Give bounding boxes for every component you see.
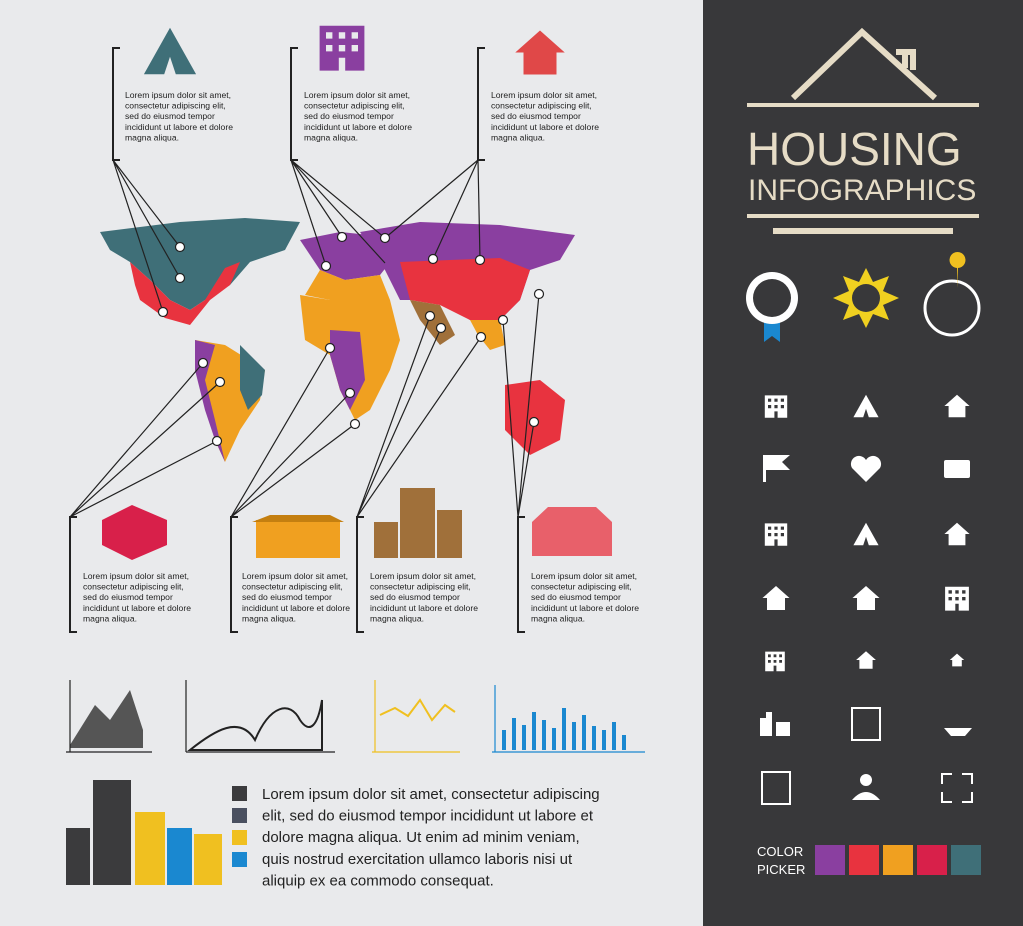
callout-text: sed do eiusmod tempor (242, 592, 332, 602)
callout-text: incididunt ut labore et dolore (125, 122, 233, 132)
paragraph-text: Lorem ipsum dolor sit amet, consectetur … (262, 786, 600, 803)
legend-squares (232, 786, 247, 867)
text-layer: Lorem ipsum dolor sit amet,consectetur a… (83, 90, 639, 889)
title-line: HOUSING (747, 123, 962, 175)
rule (747, 103, 979, 107)
icon-grid (760, 394, 973, 805)
callout-text: sed do eiusmod tempor (304, 111, 394, 121)
callout-text: magna aliqua. (370, 613, 424, 623)
callout-text: Lorem ipsum dolor sit amet, (83, 571, 189, 581)
callout-text: magna aliqua. (491, 132, 545, 142)
roof-logo (790, 27, 938, 101)
rule (773, 228, 953, 234)
world-map (100, 218, 575, 462)
callout-text: incididunt ut labore et dolore (370, 603, 478, 613)
paragraph-text: elit, sed do eiusmod tempor incididunt u… (262, 808, 594, 825)
title-line: INFOGRAPHICS (748, 174, 976, 207)
bottom-icons (102, 488, 612, 560)
callout-text: magna aliqua. (242, 613, 296, 623)
paragraph-text: dolore magna aliqua. Ut enim ad minim ve… (262, 829, 580, 846)
callout-text: Lorem ipsum dolor sit amet, (531, 571, 637, 581)
callout-text: sed do eiusmod tempor (370, 592, 460, 602)
callout-text: consectetur adipiscing elit, (370, 582, 471, 592)
callout-text: consectetur adipiscing elit, (304, 101, 405, 111)
callout-text: magna aliqua. (531, 613, 585, 623)
callout-text: magna aliqua. (304, 132, 358, 142)
paragraph-text: quis nostrud exercitation ullamco labori… (262, 851, 573, 868)
callout-text: incididunt ut labore et dolore (83, 603, 191, 613)
callout-text: incididunt ut labore et dolore (531, 603, 639, 613)
callout-text: sed do eiusmod tempor (83, 592, 173, 602)
color-picker-label: COLOR (757, 844, 803, 859)
callout-text: Lorem ipsum dolor sit amet, (242, 571, 348, 581)
callout-text: magna aliqua. (83, 613, 137, 623)
connector-lines (69, 47, 545, 633)
callout-text: incididunt ut labore et dolore (242, 603, 350, 613)
callout-text: Lorem ipsum dolor sit amet, (491, 90, 597, 100)
callout-text: consectetur adipiscing elit, (125, 101, 226, 111)
mini-charts (66, 680, 645, 885)
callout-text: sed do eiusmod tempor (125, 111, 215, 121)
callout-text: sed do eiusmod tempor (491, 111, 581, 121)
color-swatches (815, 845, 981, 875)
rule (747, 214, 979, 218)
color-picker-label: PICKER (757, 862, 805, 877)
callout-text: consectetur adipiscing elit, (242, 582, 343, 592)
callout-text: incididunt ut labore et dolore (491, 122, 599, 132)
badges (746, 252, 981, 342)
callout-text: consectetur adipiscing elit, (83, 582, 184, 592)
callout-text: consectetur adipiscing elit, (491, 101, 592, 111)
callout-text: Lorem ipsum dolor sit amet, (125, 90, 231, 100)
callout-text: magna aliqua. (125, 132, 179, 142)
callout-text: consectetur adipiscing elit, (531, 582, 632, 592)
callout-text: Lorem ipsum dolor sit amet, (304, 90, 410, 100)
callout-text: Lorem ipsum dolor sit amet, (370, 571, 476, 581)
callout-text: sed do eiusmod tempor (531, 592, 621, 602)
paragraph-text: aliquip ex ea commodo consequat. (262, 872, 494, 889)
callout-text: incididunt ut labore et dolore (304, 122, 412, 132)
